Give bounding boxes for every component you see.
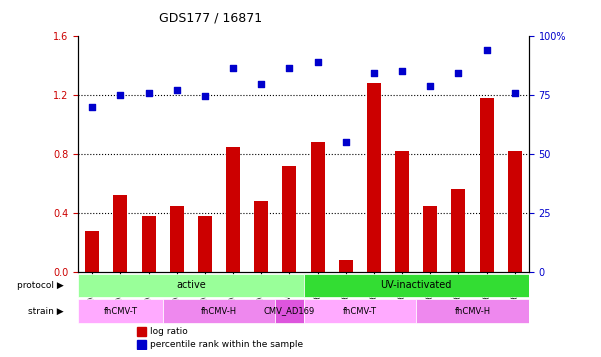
Bar [141, 216, 156, 272]
Bar [395, 151, 409, 272]
Point [172, 87, 182, 93]
Point [87, 104, 97, 110]
Bar [85, 231, 99, 272]
Bar [254, 201, 268, 272]
Bar [198, 216, 212, 272]
Text: protocol ▶: protocol ▶ [17, 281, 64, 290]
Text: strain ▶: strain ▶ [28, 307, 64, 316]
Bar [137, 340, 146, 348]
Bar [137, 327, 146, 336]
Text: fhCMV-H: fhCMV-H [201, 307, 237, 316]
Bar [508, 151, 522, 272]
FancyBboxPatch shape [78, 300, 163, 323]
Point [482, 47, 492, 53]
Point [454, 70, 463, 76]
Bar [282, 166, 296, 272]
Bar [367, 83, 381, 272]
Point [144, 91, 153, 96]
Point [341, 139, 350, 145]
Point [313, 60, 322, 65]
Text: active: active [176, 280, 206, 290]
Text: percentile rank within the sample: percentile rank within the sample [150, 340, 304, 349]
Point [200, 94, 210, 99]
Text: fhCMV-T: fhCMV-T [103, 307, 138, 316]
Bar [423, 206, 438, 272]
Point [397, 68, 407, 74]
FancyBboxPatch shape [163, 300, 275, 323]
Text: GDS177 / 16871: GDS177 / 16871 [159, 12, 262, 25]
Bar [114, 195, 127, 272]
Text: UV-inactivated: UV-inactivated [380, 280, 452, 290]
Point [115, 92, 125, 98]
Point [257, 82, 266, 87]
Bar [339, 260, 353, 272]
Text: CMV_AD169: CMV_AD169 [264, 307, 315, 316]
Point [228, 65, 238, 71]
FancyBboxPatch shape [304, 300, 416, 323]
Bar [226, 147, 240, 272]
Text: fhCMV-T: fhCMV-T [343, 307, 377, 316]
Bar [480, 98, 493, 272]
Point [285, 65, 294, 71]
Point [369, 70, 379, 76]
Point [510, 91, 520, 96]
Bar [169, 206, 184, 272]
FancyBboxPatch shape [416, 300, 529, 323]
Point [426, 83, 435, 89]
FancyBboxPatch shape [78, 273, 304, 297]
Bar [451, 190, 466, 272]
Text: log ratio: log ratio [150, 327, 188, 336]
FancyBboxPatch shape [304, 273, 529, 297]
Text: fhCMV-H: fhCMV-H [454, 307, 490, 316]
FancyBboxPatch shape [275, 300, 304, 323]
Bar [311, 142, 325, 272]
